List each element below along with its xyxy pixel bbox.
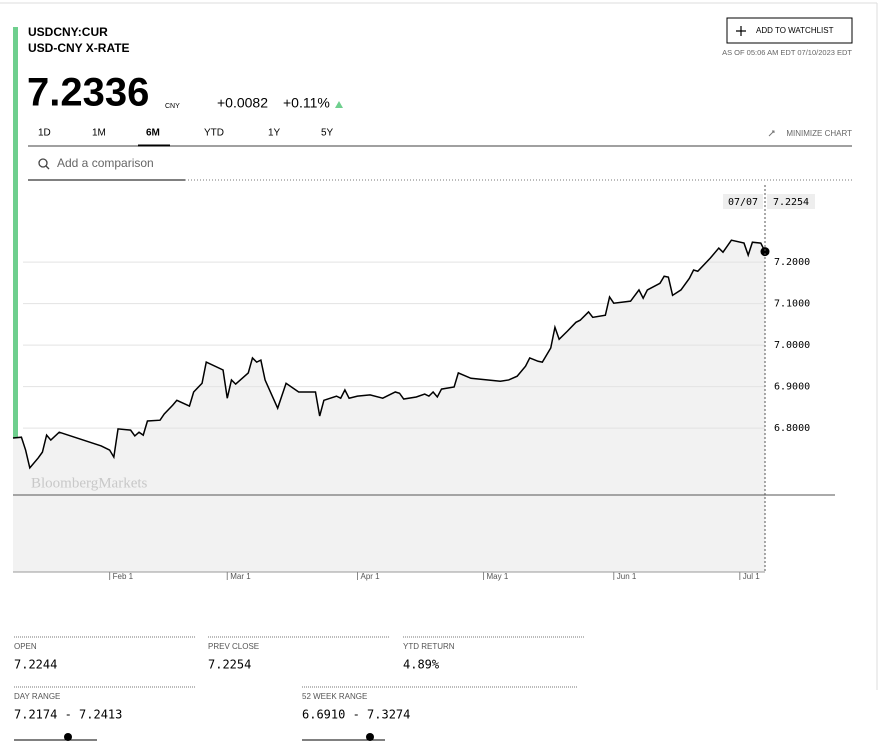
range-dot [64,733,72,741]
as-of: AS OF 05:06 AM EDT 07/10/2023 EDT [722,48,852,57]
area-fill [13,240,765,572]
y-tick-label: 6.8000 [774,423,810,434]
stat-value: 4.89% [403,658,440,672]
change-percent: +0.11% [283,95,330,111]
tab[interactable]: 1D [38,128,51,139]
watchlist-label[interactable]: ADD TO WATCHLIST [756,26,834,35]
stat-label: DAY RANGE [14,692,60,701]
stats: OPEN 7.2244 PREV CLOSE 7.2254 YTD RETURN 4.89… [14,636,585,741]
stat-value: 7.2174 - 7.2413 [14,708,122,722]
last-point [760,247,770,257]
up-arrow [335,101,343,108]
stat-value: 6.6910 - 7.3274 [302,708,410,722]
minimize-icon [768,130,775,137]
search-icon [38,158,48,168]
chart: 6.8000 6.9000 7.0000 7.1000 7.2000 BloombergM… [12,185,835,581]
plus-icon [736,26,746,36]
watchlist-button[interactable] [726,17,853,44]
x-tick-label: Jun 1 [617,572,637,581]
x-tick-label: Apr 1 [360,572,380,581]
price: 7.2336 [27,71,149,115]
price-line [12,239,766,470]
tooltip-date: 07/07 [728,197,758,208]
tab[interactable]: 1M [92,128,106,139]
change: +0.0082 [217,95,268,111]
watermark: BloombergMarkets [31,475,148,491]
instrument-name: USD-CNY X-RATE [28,41,130,55]
x-tick-label: Mar 1 [230,572,251,581]
ticker: USDCNY:CUR [28,25,108,39]
stat-label: YTD RETURN [403,642,455,651]
x-tick-label: Jul 1 [743,572,760,581]
y-tick-label: 7.1000 [774,299,810,310]
x-tick-label: May 1 [487,572,509,581]
currency: CNY [165,103,180,110]
stat-value: 7.2254 [208,658,251,672]
tab[interactable]: YTD [204,128,224,139]
stat-label: 52 WEEK RANGE [302,692,367,701]
stat-value: 7.2244 [14,658,57,672]
tab[interactable]: 5Y [321,128,334,139]
tooltip-value-box [767,194,815,209]
range-dot [366,733,374,741]
tooltip-date-box [723,194,763,209]
accent-bar [13,27,18,572]
tooltip-value: 7.2254 [773,197,809,208]
y-tick-label: 6.9000 [774,382,810,393]
minimize-chart[interactable]: MINIMIZE CHART [786,129,852,138]
stat-label: PREV CLOSE [208,642,259,651]
comparison-input[interactable]: Add a comparison [57,156,154,170]
stat-label: OPEN [14,642,37,651]
search-icon-handle [45,165,50,170]
y-tick-label: 7.2000 [774,257,810,268]
y-tick-label: 7.0000 [774,340,810,351]
tabs: 1D 1M 6M YTD 1Y 5Y [38,128,334,147]
tab[interactable]: 6M [146,128,160,139]
x-tick-label: Feb 1 [113,572,134,581]
tab[interactable]: 1Y [268,128,281,139]
